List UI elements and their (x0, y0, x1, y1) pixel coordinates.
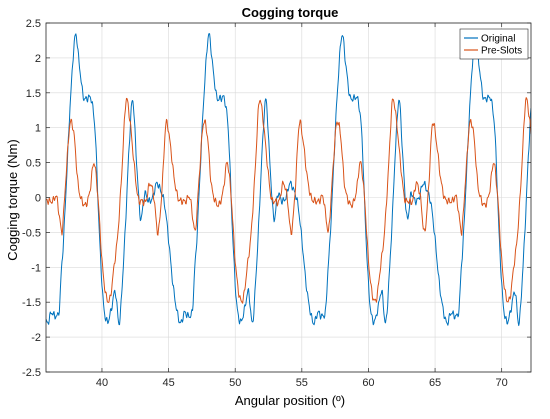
y-tick-label: 2.5 (26, 18, 41, 30)
x-tick-label: 45 (162, 377, 174, 389)
y-tick-label: 2 (35, 53, 41, 65)
x-tick-label: 40 (96, 377, 108, 389)
chart-title: Cogging torque (242, 5, 339, 20)
axis-ticks: 40 45 50 55 60 65 70 -2.5 -2 -1.5 -1 -0.5 0 0.5 1 1.5 2 2… (22, 18, 531, 389)
series-layer (46, 32, 531, 327)
y-tick-label: -2.5 (22, 367, 41, 379)
y-tick-label: 0 (35, 193, 41, 205)
x-tick-label: 60 (362, 377, 374, 389)
series-line-original (46, 32, 531, 327)
legend-box (459, 28, 529, 60)
y-tick-label: -2 (31, 332, 41, 344)
y-tick-label: 1 (35, 123, 41, 135)
legend-label: Pre-Slots (481, 46, 522, 57)
y-tick-label: 0.5 (26, 158, 41, 170)
series-line-pre-slots (46, 97, 531, 304)
y-tick-label: -1.5 (22, 297, 41, 309)
y-axis-label: Cogging torque (Nm) (5, 139, 20, 260)
legend-label: Original (481, 34, 515, 45)
x-tick-label: 55 (296, 377, 308, 389)
x-axis-label: Angular position (º) (235, 393, 345, 408)
x-tick-label: 50 (229, 377, 241, 389)
y-tick-label: 1.5 (26, 88, 41, 100)
y-tick-label: -0.5 (22, 227, 41, 239)
y-tick-label: -1 (31, 262, 41, 274)
x-tick-label: 70 (496, 377, 508, 389)
x-tick-label: 65 (429, 377, 441, 389)
